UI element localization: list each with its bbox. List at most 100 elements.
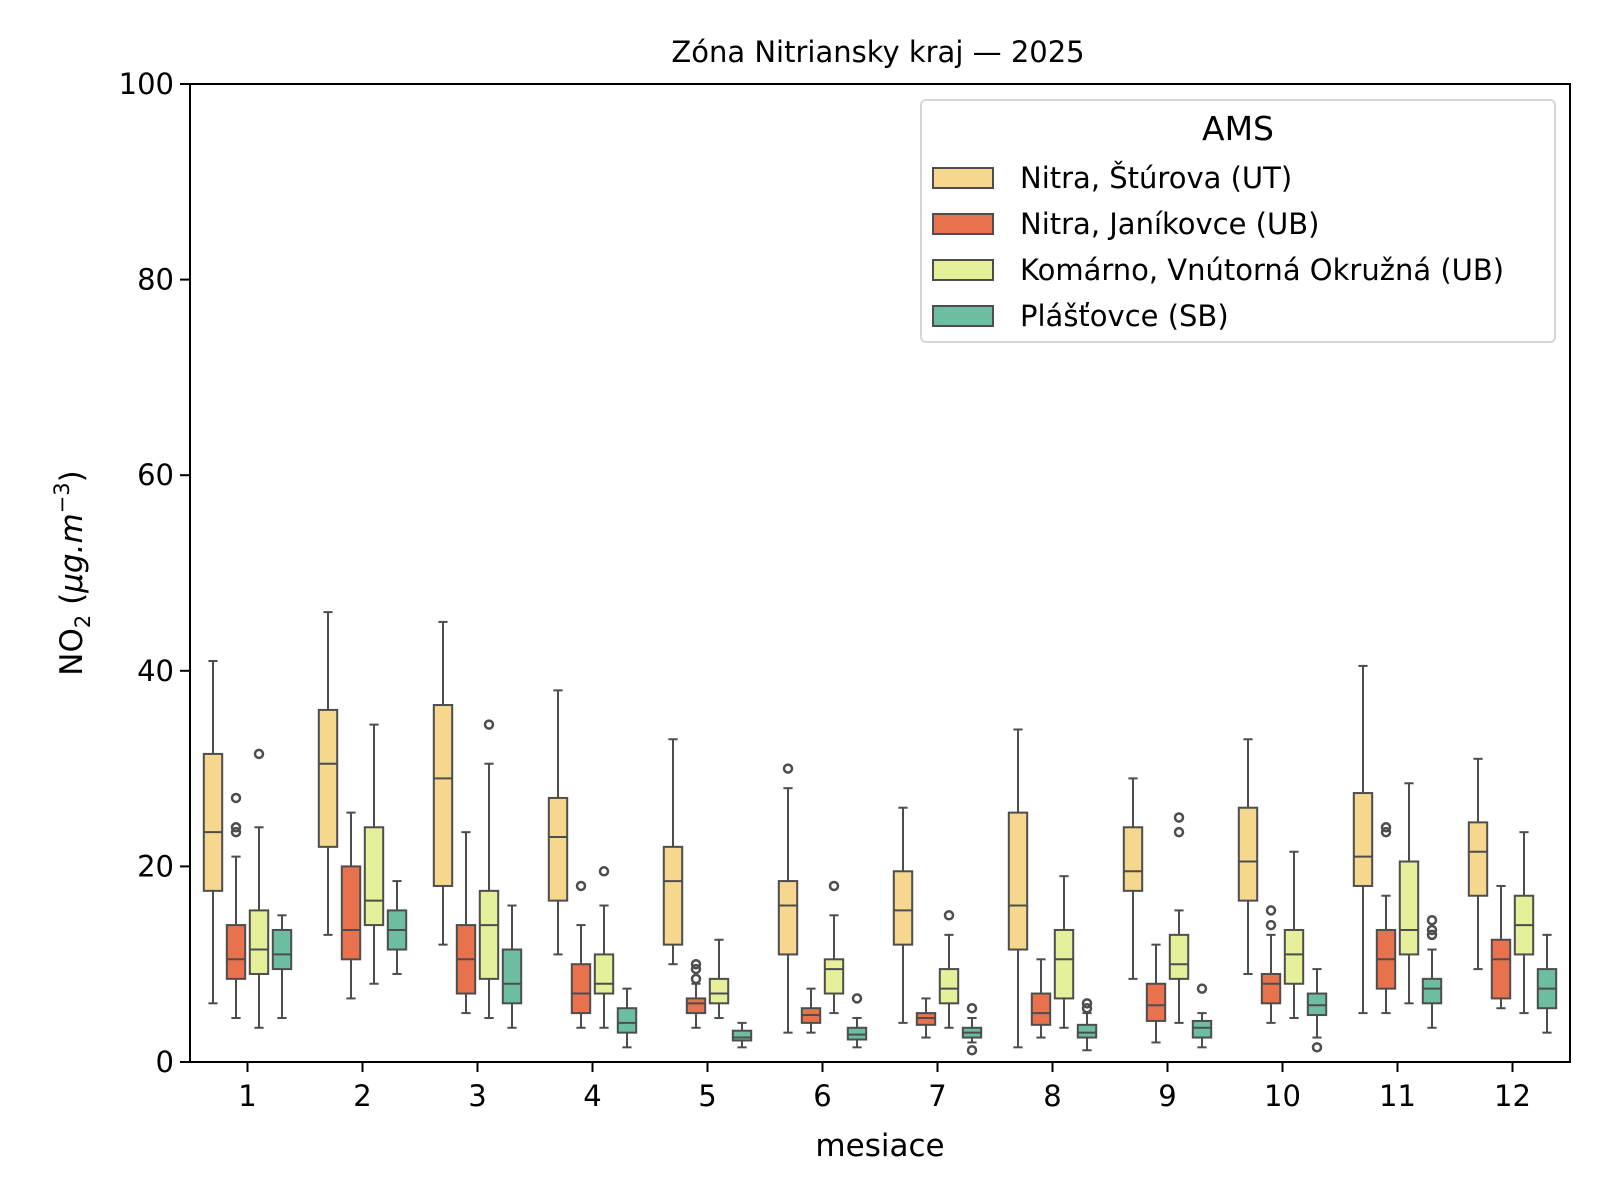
iqr-box bbox=[1030, 992, 1052, 1026]
box-month-7 bbox=[961, 1002, 983, 1056]
iqr-box bbox=[685, 997, 707, 1015]
box-month-9 bbox=[1191, 983, 1213, 1049]
series-boxes bbox=[225, 792, 1512, 1044]
iqr-box bbox=[708, 977, 730, 1005]
outlier-point bbox=[966, 1045, 978, 1056]
iqr-box bbox=[547, 796, 569, 902]
legend-item: Nitra, Štúrova (UT) bbox=[932, 158, 1292, 198]
outlier-point bbox=[851, 993, 863, 1004]
y-axis-quantity: NO bbox=[54, 628, 90, 676]
iqr-box bbox=[363, 826, 385, 927]
outlier-point bbox=[230, 826, 242, 838]
x-axis-label: mesiace bbox=[815, 1128, 944, 1164]
outlier-point bbox=[1380, 826, 1392, 838]
box-month-4 bbox=[547, 689, 569, 956]
iqr-box bbox=[1237, 806, 1259, 902]
box-month-8 bbox=[1030, 958, 1052, 1039]
box-month-9 bbox=[1168, 812, 1190, 1024]
y-tick-label: 100 bbox=[119, 67, 174, 101]
outlier-point bbox=[1081, 998, 1093, 1009]
box-month-7 bbox=[915, 997, 937, 1039]
box-month-10 bbox=[1306, 968, 1328, 1053]
outlier-point bbox=[690, 963, 702, 975]
outlier-point bbox=[483, 719, 495, 730]
box-month-2 bbox=[317, 611, 339, 936]
x-tick-label: 6 bbox=[813, 1079, 831, 1113]
legend-label: Komárno, Vnútorná Okružná (UB) bbox=[1020, 253, 1505, 287]
box-month-11 bbox=[1352, 664, 1374, 1015]
iqr-box bbox=[202, 752, 224, 892]
iqr-box bbox=[248, 909, 270, 975]
series-boxes bbox=[271, 880, 1558, 1056]
iqr-box bbox=[478, 889, 500, 980]
iqr-box bbox=[1421, 977, 1443, 1005]
legend-item: Komárno, Vnútorná Okružná (UB) bbox=[932, 250, 1504, 290]
legend-label: Nitra, Štúrova (UT) bbox=[1020, 161, 1293, 195]
x-tick-label: 8 bbox=[1043, 1079, 1061, 1113]
outlier-point bbox=[1173, 826, 1185, 838]
iqr-box bbox=[662, 845, 684, 946]
iqr-box bbox=[501, 948, 523, 1005]
outlier-point bbox=[1311, 1042, 1323, 1053]
iqr-box bbox=[1145, 982, 1167, 1022]
box-month-8 bbox=[1076, 998, 1098, 1052]
y-tick-label: 60 bbox=[137, 458, 174, 492]
outlier-point bbox=[1426, 914, 1438, 926]
iqr-box bbox=[1283, 928, 1305, 985]
plot-area bbox=[202, 611, 1558, 1056]
outlier-point bbox=[1173, 812, 1185, 823]
y-axis-subscript: 2 bbox=[71, 615, 95, 628]
iqr-box bbox=[1053, 928, 1075, 1000]
box-month-3 bbox=[432, 620, 454, 946]
x-tick-label: 12 bbox=[1494, 1079, 1531, 1113]
outlier-point bbox=[1265, 905, 1277, 916]
box-month-1 bbox=[248, 748, 270, 1029]
outlier-point bbox=[966, 1002, 978, 1014]
iqr-box bbox=[938, 968, 960, 1005]
legend-label: Nitra, Janíkovce (UB) bbox=[1020, 207, 1320, 241]
y-tick-label: 80 bbox=[137, 263, 174, 297]
legend-label: Plášťovce (SB) bbox=[1020, 299, 1229, 333]
iqr-box bbox=[271, 928, 293, 971]
box-month-8 bbox=[1053, 875, 1075, 1029]
box-month-12 bbox=[1467, 757, 1489, 971]
iqr-box bbox=[731, 1029, 753, 1042]
series-boxes bbox=[248, 719, 1535, 1029]
outlier-point bbox=[943, 910, 955, 921]
iqr-box bbox=[1076, 1023, 1098, 1039]
box-month-2 bbox=[386, 880, 408, 975]
outlier-point bbox=[1426, 929, 1438, 941]
box-month-10 bbox=[1283, 850, 1305, 1019]
box-month-12 bbox=[1490, 884, 1512, 1010]
box-month-7 bbox=[938, 910, 960, 1029]
box-month-3 bbox=[501, 904, 523, 1029]
outlier-point bbox=[690, 973, 702, 985]
box-month-12 bbox=[1536, 933, 1558, 1034]
y-tick-label: 40 bbox=[137, 654, 174, 688]
box-month-8 bbox=[1007, 728, 1029, 1049]
box-month-1 bbox=[225, 792, 247, 1019]
x-tick-label: 3 bbox=[468, 1079, 486, 1113]
iqr-box bbox=[593, 953, 615, 995]
x-tick-label: 7 bbox=[928, 1079, 946, 1113]
iqr-box bbox=[225, 924, 247, 980]
box-month-12 bbox=[1513, 831, 1535, 1015]
x-tick-label: 11 bbox=[1379, 1079, 1416, 1113]
outlier-point bbox=[1081, 1002, 1093, 1014]
outlier-point bbox=[1196, 983, 1208, 994]
box-month-4 bbox=[616, 987, 638, 1049]
box-month-6 bbox=[777, 763, 799, 1034]
y-tick-label: 0 bbox=[156, 1045, 174, 1079]
y-axis-unit: μg.m bbox=[54, 513, 90, 593]
legend-title: AMS bbox=[1202, 109, 1274, 148]
iqr-box bbox=[892, 870, 914, 946]
chart-title: Zóna Nitriansky kraj — 2025 bbox=[671, 35, 1084, 69]
series-boxes bbox=[202, 611, 1489, 1049]
x-tick-label: 5 bbox=[698, 1079, 716, 1113]
x-tick-label: 1 bbox=[238, 1079, 256, 1113]
outlier-point bbox=[1380, 822, 1392, 833]
box-month-11 bbox=[1398, 782, 1420, 1005]
y-axis-unit-exponent: −3 bbox=[50, 482, 74, 513]
legend-item: Plášťovce (SB) bbox=[932, 296, 1229, 336]
